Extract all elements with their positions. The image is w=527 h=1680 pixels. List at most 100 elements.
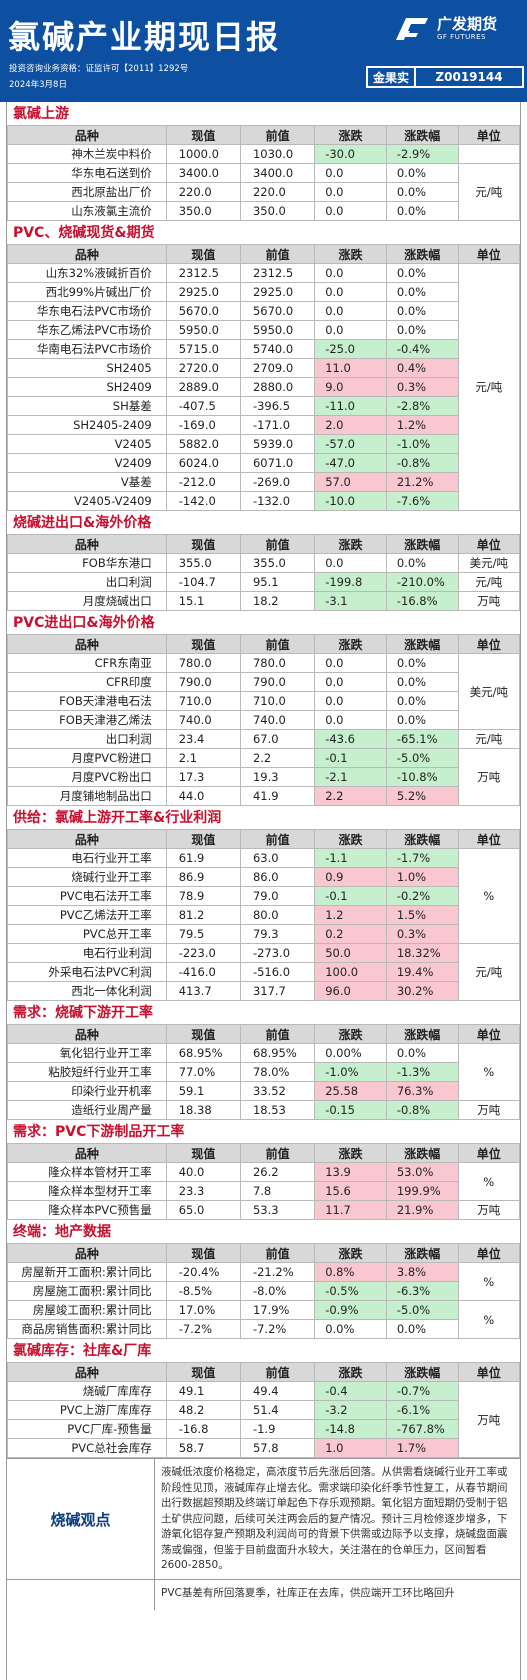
cell-prev: -132.0 bbox=[239, 491, 316, 511]
section-title: 烧碱进出口&海外价格 bbox=[13, 515, 152, 531]
cell-cur: -407.5 bbox=[165, 396, 241, 416]
cell-pct: 18.32% bbox=[385, 943, 459, 963]
cell-pct: -65.1% bbox=[385, 729, 459, 749]
data-table: 品种 现值 前值 涨跌 涨跌幅 单位 烧碱厂库库存 49.1 49.4 -0.4 -0.7% 万吨 PV… bbox=[7, 1362, 520, 1458]
cell-pct: -6.3% bbox=[385, 1281, 459, 1301]
table-row: SH2405-2409 -169.0 -171.0 2.0 1.2% bbox=[7, 415, 520, 435]
cell-prev: 710.0 bbox=[239, 691, 316, 711]
table-row: SH2409 2889.0 2880.0 9.0 0.3% bbox=[7, 377, 520, 397]
view-text: 液碱低浓度价格稳定，高浓度节后先涨后回落。从供需看烧碱行业开工率或阶段性见顶，液… bbox=[161, 1466, 508, 1571]
cell-pct: -1.7% bbox=[385, 848, 459, 868]
cell-chg: 15.6 bbox=[314, 1181, 387, 1201]
cell-prev: 79.0 bbox=[239, 886, 316, 906]
cell-prev: 51.4 bbox=[239, 1400, 316, 1420]
column-header: 单位 bbox=[457, 125, 520, 145]
column-header: 品种 bbox=[7, 829, 167, 849]
table-row: 月度烧碱出口 15.1 18.2 -3.1 -16.8% 万吨 bbox=[7, 591, 520, 611]
column-header: 涨跌幅 bbox=[385, 534, 459, 554]
cell-chg: 0.0 bbox=[314, 282, 387, 302]
column-header: 前值 bbox=[239, 1243, 316, 1263]
column-header: 涨跌幅 bbox=[385, 1024, 459, 1044]
cell-name: CFR东南亚 bbox=[7, 653, 167, 673]
cell-prev: -273.0 bbox=[239, 943, 316, 963]
column-header: 涨跌 bbox=[314, 829, 387, 849]
cell-cur: 23.3 bbox=[165, 1181, 241, 1201]
column-header: 现值 bbox=[165, 1024, 241, 1044]
column-header: 品种 bbox=[7, 1362, 167, 1382]
column-header: 品种 bbox=[7, 534, 167, 554]
cell-pct: 21.2% bbox=[385, 472, 459, 492]
cell-cur: 58.7 bbox=[165, 1438, 241, 1458]
cell-pct: 1.7% bbox=[385, 1438, 459, 1458]
column-header: 前值 bbox=[239, 829, 316, 849]
cell-prev: 80.0 bbox=[239, 905, 316, 925]
cell-chg: -3.2 bbox=[314, 1400, 387, 1420]
cell-cur: -169.0 bbox=[165, 415, 241, 435]
cell-pct: -0.4% bbox=[385, 339, 459, 359]
cell-chg: 0.0 bbox=[314, 672, 387, 692]
cell-pct: -1.0% bbox=[385, 434, 459, 454]
data-table: 品种 现值 前值 涨跌 涨跌幅 单位 CFR东南亚 780.0 780.0 0.0 0.0% 美元/吨… bbox=[7, 634, 520, 806]
table-header-row: 品种 现值 前值 涨跌 涨跌幅 单位 bbox=[7, 634, 520, 654]
cell-pct: -10.8% bbox=[385, 767, 459, 787]
cell-cur: 2925.0 bbox=[165, 282, 241, 302]
cell-cur: 48.2 bbox=[165, 1400, 241, 1420]
cell-prev: 53.3 bbox=[239, 1200, 316, 1220]
cell-cur: 44.0 bbox=[165, 786, 241, 806]
cell-name: 华东电石法PVC市场价 bbox=[7, 301, 167, 321]
cell-pct: 0.0% bbox=[385, 1319, 459, 1339]
cell-cur: 59.1 bbox=[165, 1081, 241, 1101]
cell-cur: 61.9 bbox=[165, 848, 241, 868]
cell-prev: 26.2 bbox=[239, 1162, 316, 1182]
cell-cur: -20.4% bbox=[165, 1262, 241, 1282]
cell-chg: -0.1 bbox=[314, 748, 387, 768]
table-row: V基差 -212.0 -269.0 57.0 21.2% bbox=[7, 472, 520, 492]
column-header: 涨跌幅 bbox=[385, 634, 459, 654]
table-row: 华东电石送到价 3400.0 3400.0 0.0 0.0% 元/吨 bbox=[7, 163, 520, 221]
table-row: 月度PVC粉出口 17.3 19.3 -2.1 -10.8% bbox=[7, 767, 520, 787]
table-row: 月度PVC粉进口 2.1 2.2 -0.1 -5.0% 万吨 bbox=[7, 748, 520, 806]
cell-prev: 220.0 bbox=[239, 182, 316, 202]
section-title: PVC进出口&海外价格 bbox=[13, 615, 155, 631]
cell-chg: 13.9 bbox=[314, 1162, 387, 1182]
cell-name: 粘胶短纤行业开工率 bbox=[7, 1062, 167, 1082]
table-header-row: 品种 现值 前值 涨跌 涨跌幅 单位 bbox=[7, 1362, 520, 1382]
table-row: 西北一体化利润 413.7 317.7 96.0 30.2% bbox=[7, 981, 520, 1001]
license-text: 投资咨询业务资格：证监许可【2011】1292号 bbox=[9, 64, 189, 74]
cell-name: 山东液氯主流价 bbox=[7, 201, 167, 221]
cell-name: FOB天津港电石法 bbox=[7, 691, 167, 711]
cell-chg: 0.0 bbox=[314, 553, 387, 573]
section-title: 需求：烧碱下游开工率 bbox=[13, 1005, 153, 1021]
cell-prev: 355.0 bbox=[239, 553, 316, 573]
cell-cur: 2720.0 bbox=[165, 358, 241, 378]
table-row: SH基差 -407.5 -396.5 -11.0 -2.8% bbox=[7, 396, 520, 416]
cell-prev: -1.9 bbox=[239, 1419, 316, 1439]
cell-prev: -8.0% bbox=[239, 1281, 316, 1301]
cell-prev: -516.0 bbox=[239, 962, 316, 982]
column-header: 单位 bbox=[457, 1243, 520, 1263]
cell-prev: 41.9 bbox=[239, 786, 316, 806]
cell-cur: 350.0 bbox=[165, 201, 241, 221]
cell-chg: 0.9 bbox=[314, 867, 387, 887]
cell-cur: -104.7 bbox=[165, 572, 241, 592]
cell-chg: -25.0 bbox=[314, 339, 387, 359]
cell-unit: 美元/吨 bbox=[457, 553, 520, 573]
table-row: 商品房销售面积:累计同比 -7.2% -7.2% 0.0% 0.0% bbox=[7, 1319, 520, 1339]
cell-chg: 0.0 bbox=[314, 201, 387, 221]
cell-pct: 0.0% bbox=[385, 553, 459, 573]
column-header: 单位 bbox=[457, 1362, 520, 1382]
cell-cur: 77.0% bbox=[165, 1062, 241, 1082]
column-header: 现值 bbox=[165, 1243, 241, 1263]
cell-pct: -210.0% bbox=[385, 572, 459, 592]
cell-name: 月度烧碱出口 bbox=[7, 591, 167, 611]
table-row: 出口利润 -104.7 95.1 -199.8 -210.0% 元/吨 bbox=[7, 572, 520, 592]
table-header-row: 品种 现值 前值 涨跌 涨跌幅 单位 bbox=[7, 1024, 520, 1044]
data-table: 品种 现值 前值 涨跌 涨跌幅 单位 隆众样本管材开工率 40.0 26.2 13.9 53.0%%… bbox=[7, 1143, 520, 1220]
table-row: 房屋新开工面积:累计同比 -20.4% -21.2% 0.8% 3.8%% bbox=[7, 1262, 520, 1301]
table-row: 造纸行业周产量 18.38 18.53 -0.15 -0.8% 万吨 bbox=[7, 1100, 520, 1120]
cell-pct: 0.0% bbox=[385, 710, 459, 730]
caustic-soda-view: 烧碱观点 液碱低浓度价格稳定，高浓度节后先涨后回落。从供需看烧碱行业开工率或阶段性… bbox=[7, 1458, 520, 1580]
cell-chg: -1.0% bbox=[314, 1062, 387, 1082]
cell-pct: -0.8% bbox=[385, 453, 459, 473]
cell-chg: -0.4 bbox=[314, 1381, 387, 1401]
